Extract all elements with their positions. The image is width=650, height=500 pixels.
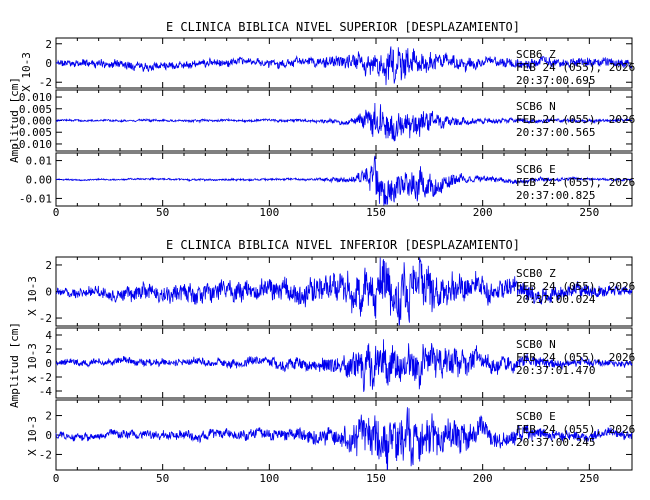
upper-panel-1-scale-label: X 10-3 bbox=[20, 52, 33, 92]
chart2-panel2-time-label: 20:37:01.470 bbox=[516, 364, 595, 377]
chart2-x-tick-label: 150 bbox=[366, 472, 386, 485]
upper-y-axis-label: Amplitud [cm] bbox=[8, 77, 21, 163]
chart2-panel3-y-tick-label: 0 bbox=[45, 429, 52, 442]
chart1-panel3-y-tick-label: -0.01 bbox=[19, 192, 52, 205]
lower-y-axis-label: Amplitud [cm] bbox=[8, 322, 21, 408]
chart1-panel2-y-tick-label: 0.010 bbox=[19, 91, 52, 104]
chart1-panel2-time-label: 20:37:00.565 bbox=[516, 126, 595, 139]
chart2-panel1-y-tick-label: -2 bbox=[39, 312, 52, 325]
chart1-panel2-y-tick-label: -0.010 bbox=[12, 138, 52, 151]
chart2-panel1-station-label: SCB0 Z bbox=[516, 267, 556, 280]
chart2-x-tick-label: 50 bbox=[156, 472, 169, 485]
chart1-panel2-y-tick-label: 0.005 bbox=[19, 103, 52, 116]
chart1-x-tick-label: 100 bbox=[259, 206, 279, 219]
chart2-x-tick-label: 0 bbox=[53, 472, 60, 485]
chart2-x-tick-label: 200 bbox=[473, 472, 493, 485]
chart2-panel3-date-label: FEB 24 (055), 2026 bbox=[516, 423, 635, 436]
chart1-panel2-y-tick-label: 0.000 bbox=[19, 115, 52, 128]
chart2-panel3-station-label: SCB0 E bbox=[516, 410, 556, 423]
chart1-panel1-station-label: SCB6 Z bbox=[516, 48, 556, 61]
chart2-panel2-y-tick-label: 0 bbox=[45, 357, 52, 370]
lower-panel-1-scale-label: X 10-3 bbox=[26, 276, 39, 316]
chart2-panel1-y-tick-label: 0 bbox=[45, 286, 52, 299]
chart1-panel1-y-tick-label: 2 bbox=[45, 38, 52, 51]
chart1-panel3-station-label: SCB6 E bbox=[516, 163, 556, 176]
chart2-panel1-date-label: FEB 24 (055), 2026 bbox=[516, 280, 635, 293]
lower-chart-title: E CLINICA BIBLICA NIVEL INFERIOR [DESPLA… bbox=[166, 238, 520, 252]
chart1-panel2-y-tick-label: -0.005 bbox=[12, 126, 52, 139]
chart1-panel1-time-label: 20:37:00.695 bbox=[516, 74, 595, 87]
chart1-x-tick-label: 0 bbox=[53, 206, 60, 219]
chart2-panel1-waveform bbox=[55, 257, 633, 326]
lower-panel-3-scale-label: X 10-3 bbox=[26, 416, 39, 456]
chart1-panel3-waveform bbox=[55, 155, 633, 206]
chart1-panel2-date-label: FEB 24 (055), 2026 bbox=[516, 113, 635, 126]
chart1-panel1-y-tick-label: -2 bbox=[39, 76, 52, 89]
chart1-panel1-y-tick-label: 0 bbox=[45, 57, 52, 70]
chart1-x-tick-label: 200 bbox=[473, 206, 493, 219]
chart2-panel2-y-tick-label: -4 bbox=[39, 385, 53, 398]
chart2-x-tick-label: 100 bbox=[259, 472, 279, 485]
chart2-panel2-waveform bbox=[55, 339, 633, 392]
chart1-panel3-y-tick-label: 0.00 bbox=[26, 174, 53, 187]
chart1-panel3-y-tick-label: 0.01 bbox=[26, 155, 53, 168]
chart2-panel1-time-label: 20:37:00.024 bbox=[516, 293, 596, 306]
lower-panel-2-scale-label: X 10-3 bbox=[26, 343, 39, 383]
upper-chart-title: E CLINICA BIBLICA NIVEL SUPERIOR [DESPLA… bbox=[166, 20, 520, 34]
chart1-x-tick-label: 50 bbox=[156, 206, 169, 219]
chart2-panel3-time-label: 20:37:00.245 bbox=[516, 436, 595, 449]
chart1-x-tick-label: 250 bbox=[579, 206, 599, 219]
chart2-panel3-y-tick-label: 2 bbox=[45, 410, 52, 423]
chart2-panel2-y-tick-label: 2 bbox=[45, 343, 52, 356]
chart1-x-tick-label: 150 bbox=[366, 206, 386, 219]
chart2-x-tick-label: 250 bbox=[579, 472, 599, 485]
chart2-panel3-waveform bbox=[55, 407, 633, 470]
chart1-panel3-time-label: 20:37:00.825 bbox=[516, 189, 595, 202]
chart1-panel2-station-label: SCB6 N bbox=[516, 100, 556, 113]
chart2-panel2-y-tick-label: 4 bbox=[45, 329, 52, 342]
chart2-panel2-station-label: SCB0 N bbox=[516, 338, 556, 351]
chart1-panel3-date-label: FEB 24 (055), 2026 bbox=[516, 176, 635, 189]
chart2-panel1-y-tick-label: 2 bbox=[45, 259, 52, 272]
chart2-panel2-date-label: FEB 24 (055), 2026 bbox=[516, 351, 635, 364]
chart2-panel2-y-tick-label: -2 bbox=[39, 371, 52, 384]
chart1-panel1-waveform bbox=[55, 46, 633, 86]
chart1-panel1-date-label: FEB 24 (055), 2026 bbox=[516, 61, 635, 74]
chart2-panel3-y-tick-label: -2 bbox=[39, 448, 52, 461]
chart1-panel2-waveform bbox=[55, 102, 632, 142]
